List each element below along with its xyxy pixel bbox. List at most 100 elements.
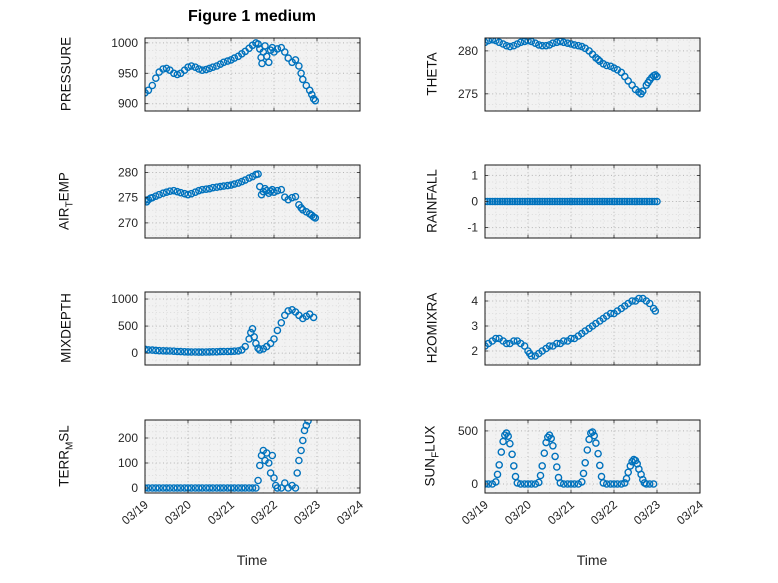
data-point-marker	[516, 480, 525, 488]
data-point-marker	[510, 462, 518, 470]
data-point-marker	[642, 480, 651, 488]
data-point-marker	[610, 197, 619, 206]
plot-svg-theta: 275 280	[458, 37, 701, 112]
data-point-marker	[264, 58, 273, 67]
data-point-marker	[570, 197, 579, 206]
data-point-marker	[605, 197, 614, 206]
data-point-marker	[502, 41, 511, 50]
data-point-marker	[148, 81, 157, 90]
data-point-marker	[255, 346, 264, 354]
axes-border	[144, 419, 361, 494]
data-point-marker	[493, 197, 502, 206]
data-point-marker	[592, 439, 600, 447]
data-point-marker	[219, 484, 228, 492]
x-tick-label: 03/22	[588, 497, 620, 527]
data-point-marker	[277, 484, 286, 492]
data-point-marker	[638, 87, 647, 96]
data-point-marker	[280, 479, 289, 487]
data-point-marker	[166, 187, 174, 196]
data-point-marker	[613, 480, 622, 488]
data-point-marker	[625, 197, 634, 206]
ylabel-text: RAINFALL	[424, 168, 440, 233]
ylabel-text: LUX	[422, 425, 438, 452]
data-point-marker	[583, 446, 592, 454]
data-point-marker	[553, 339, 561, 348]
data-point-marker	[298, 75, 307, 84]
data-point-marker	[202, 185, 210, 194]
data-point-marker	[538, 41, 546, 50]
grid-minor	[145, 292, 360, 365]
data-point-marker	[198, 185, 206, 194]
data-point-marker	[202, 65, 210, 74]
data-point-marker	[195, 186, 203, 195]
data-point-marker	[234, 179, 243, 187]
data-point-marker	[553, 197, 562, 206]
data-point-marker	[223, 57, 232, 65]
data-point-marker	[213, 183, 221, 192]
data-point-marker	[152, 484, 160, 492]
data-point-marker	[516, 38, 525, 47]
y-tick-label: 500	[458, 424, 478, 438]
data-point-marker	[580, 197, 589, 206]
plot-svg-rainfall: -1 0 1	[467, 164, 701, 239]
grid-major	[485, 420, 700, 493]
data-point-marker	[234, 347, 243, 355]
data-point-marker	[599, 479, 608, 487]
data-point-marker	[645, 480, 654, 488]
y-tick-label: 275	[118, 191, 138, 205]
ylabel-h2omixra: H2OMIXRA	[425, 292, 440, 363]
data-point-marker	[602, 61, 611, 70]
ylabel-sun-flux: SUNFLUX	[423, 425, 442, 486]
data-point-marker	[488, 38, 497, 44]
data-point-marker	[148, 484, 157, 492]
data-point-marker	[184, 190, 192, 199]
y-tick-label: 0	[131, 481, 138, 495]
data-point-marker	[270, 335, 278, 343]
data-point-marker	[155, 346, 164, 355]
data-point-marker	[541, 197, 549, 206]
data-point-marker	[581, 459, 589, 467]
data-point-marker	[508, 197, 517, 206]
y-tick-label: 1000	[111, 292, 138, 306]
data-point-marker	[488, 197, 497, 206]
data-point-marker	[610, 480, 618, 488]
data-point-marker	[603, 197, 611, 206]
data-point-marker	[205, 348, 214, 356]
data-point-marker	[264, 459, 273, 467]
data-point-marker	[531, 197, 539, 206]
data-point-marker	[295, 456, 303, 465]
data-point-marker	[497, 448, 506, 456]
data-point-marker	[305, 86, 314, 95]
data-point-marker	[209, 183, 217, 192]
data-point-marker	[291, 192, 300, 201]
data-point-marker	[568, 197, 576, 206]
data-point-marker	[230, 484, 239, 492]
data-point-marker	[593, 197, 601, 206]
data-point-marker	[545, 342, 554, 350]
data-point-marker	[162, 484, 171, 492]
data-point-marker	[578, 197, 586, 206]
ylabel-terr-msl: TERRMSL	[57, 425, 76, 487]
data-point-marker	[230, 347, 239, 356]
data-point-marker	[600, 197, 609, 206]
data-point-marker	[556, 479, 565, 487]
data-point-marker	[492, 478, 500, 486]
data-point-marker	[628, 297, 636, 305]
ylabel-text: THETA	[424, 51, 440, 96]
data-point-marker	[216, 182, 225, 191]
data-point-marker	[266, 469, 275, 477]
data-point-marker	[570, 41, 579, 49]
data-point-marker	[511, 197, 519, 206]
data-point-marker	[209, 348, 217, 356]
ylabel-text: H2OMIXRA	[424, 292, 440, 363]
x-axis-label-left: Time	[236, 552, 268, 568]
data-point-marker	[491, 197, 499, 206]
data-point-marker	[280, 48, 289, 56]
data-point-marker	[288, 193, 296, 202]
data-point-marker	[551, 452, 559, 461]
data-point-marker	[176, 484, 185, 492]
data-point-marker	[549, 441, 557, 450]
data-point-marker	[254, 476, 262, 485]
ylabel-text: SL	[56, 424, 72, 442]
subplot-pressure: 900 950 1000	[100, 36, 365, 120]
